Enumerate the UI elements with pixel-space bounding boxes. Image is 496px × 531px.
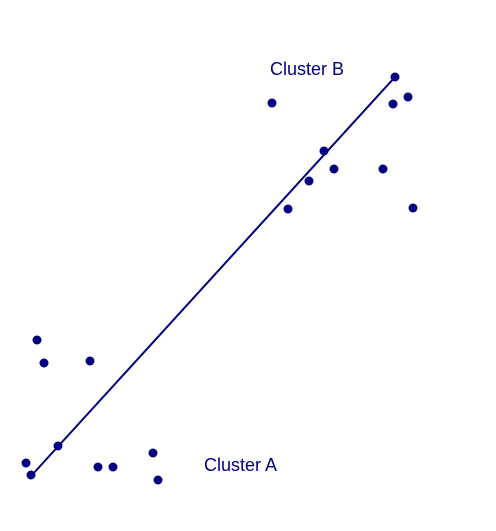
- data-point: [304, 176, 314, 186]
- annotations-layer: Cluster B Cluster A: [204, 59, 344, 475]
- data-point: [32, 335, 42, 345]
- data-point: [403, 92, 413, 102]
- data-point: [85, 356, 95, 366]
- data-point: [378, 164, 388, 174]
- data-point: [108, 462, 118, 472]
- data-point: [388, 99, 398, 109]
- data-point: [93, 462, 103, 472]
- data-point: [148, 448, 158, 458]
- data-point: [21, 458, 31, 468]
- trendline-layer: [31, 76, 396, 476]
- data-point: [26, 470, 36, 480]
- data-point: [153, 475, 163, 485]
- data-point: [408, 203, 418, 213]
- data-point: [390, 72, 400, 82]
- data-points-layer: [21, 72, 418, 485]
- cluster-b-label: Cluster B: [270, 59, 344, 79]
- cluster-a-label: Cluster A: [204, 455, 277, 475]
- data-point: [319, 146, 329, 156]
- data-point: [329, 164, 339, 174]
- data-point: [53, 441, 63, 451]
- data-point: [283, 204, 293, 214]
- data-point: [267, 98, 277, 108]
- data-point: [39, 358, 49, 368]
- trendline: [31, 76, 396, 476]
